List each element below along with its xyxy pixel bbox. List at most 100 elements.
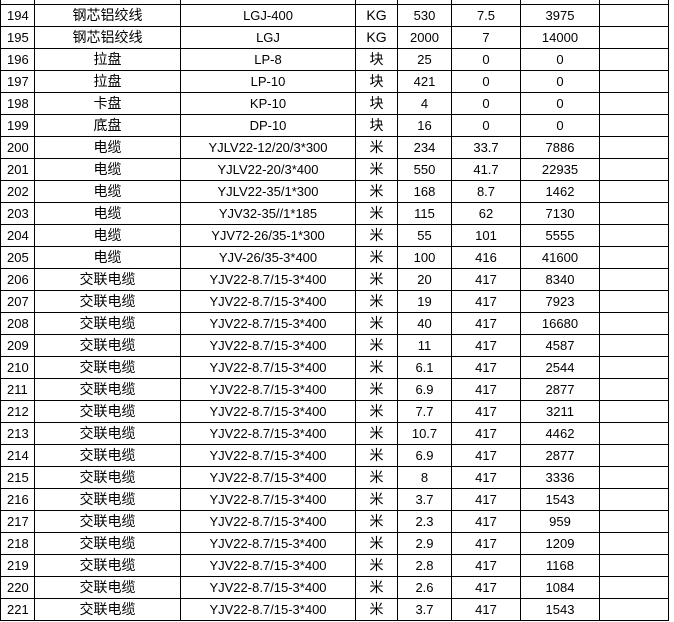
cell-qty[interactable]: 2.9 [397,532,452,555]
cell-amount[interactable]: 5555 [520,224,600,247]
cell-no[interactable]: 197 [0,70,35,93]
cell-amount[interactable]: 7886 [520,136,600,159]
cell-qty[interactable]: 19 [397,290,452,313]
cell-unit[interactable]: 米 [355,510,398,533]
cell-name[interactable]: 交联电缆 [34,268,181,291]
cell-price[interactable]: 101 [451,224,521,247]
cell-spec[interactable]: YJV22-8.7/15-3*400 [180,532,356,555]
cell-unit[interactable]: 米 [355,422,398,445]
cell-amount[interactable]: 1543 [520,598,600,621]
cell-unit[interactable]: 米 [355,598,398,621]
cell-no[interactable]: 214 [0,444,35,467]
cell-name[interactable]: 交联电缆 [34,422,181,445]
cell-price[interactable]: 0 [451,114,521,137]
cell-price[interactable]: 417 [451,312,521,335]
cell-amount[interactable]: 1543 [520,488,600,511]
cell-price[interactable]: 8.7 [451,180,521,203]
cell-no[interactable]: 219 [0,554,35,577]
cell-price[interactable]: 417 [451,356,521,379]
cell-spec[interactable]: YJV22-8.7/15-3*400 [180,378,356,401]
cell-price[interactable]: 417 [451,290,521,313]
cell-qty[interactable]: 16 [397,114,452,137]
cell-amount[interactable]: 14000 [520,26,600,49]
cell-no[interactable]: 209 [0,334,35,357]
cell-price[interactable]: 7 [451,26,521,49]
cell-price[interactable]: 417 [451,576,521,599]
cell-no[interactable]: 203 [0,202,35,225]
cell-unit[interactable]: 米 [355,224,398,247]
cell-no[interactable]: 217 [0,510,35,533]
cell-qty[interactable]: 234 [397,136,452,159]
cell-qty[interactable]: 25 [397,48,452,71]
cell-name[interactable]: 交联电缆 [34,488,181,511]
cell-unit[interactable]: 块 [355,114,398,137]
cell-unit[interactable]: 米 [355,356,398,379]
cell-empty[interactable] [599,268,669,291]
cell-unit[interactable]: 米 [355,290,398,313]
cell-spec[interactable]: LGJ-400 [180,4,356,27]
cell-spec[interactable]: YJV-26/35-3*400 [180,246,356,269]
cell-amount[interactable]: 0 [520,70,600,93]
cell-spec[interactable]: YJLV22-35/1*300 [180,180,356,203]
cell-name[interactable]: 交联电缆 [34,532,181,555]
cell-no[interactable]: 202 [0,180,35,203]
cell-unit[interactable]: 米 [355,268,398,291]
cell-unit[interactable]: 米 [355,136,398,159]
cell-no[interactable]: 216 [0,488,35,511]
cell-no[interactable]: 195 [0,26,35,49]
cell-spec[interactable]: LGJ [180,26,356,49]
cell-amount[interactable]: 3975 [520,4,600,27]
cell-unit[interactable]: 米 [355,334,398,357]
cell-no[interactable]: 205 [0,246,35,269]
cell-qty[interactable]: 530 [397,4,452,27]
cell-spec[interactable]: YJV22-8.7/15-3*400 [180,488,356,511]
cell-spec[interactable]: YJV22-8.7/15-3*400 [180,422,356,445]
cell-price[interactable]: 33.7 [451,136,521,159]
cell-unit[interactable]: 米 [355,158,398,181]
cell-name[interactable]: 拉盘 [34,70,181,93]
cell-name[interactable]: 交联电缆 [34,334,181,357]
cell-qty[interactable]: 55 [397,224,452,247]
cell-empty[interactable] [599,510,669,533]
cell-amount[interactable]: 0 [520,92,600,115]
cell-name[interactable]: 电缆 [34,224,181,247]
cell-price[interactable]: 417 [451,598,521,621]
cell-no[interactable]: 211 [0,378,35,401]
cell-amount[interactable]: 4587 [520,334,600,357]
cell-unit[interactable]: 米 [355,488,398,511]
cell-empty[interactable] [599,466,669,489]
cell-qty[interactable]: 100 [397,246,452,269]
cell-empty[interactable] [599,158,669,181]
cell-empty[interactable] [599,334,669,357]
cell-qty[interactable]: 6.9 [397,444,452,467]
cell-price[interactable]: 0 [451,48,521,71]
cell-amount[interactable]: 2877 [520,378,600,401]
cell-qty[interactable]: 550 [397,158,452,181]
cell-unit[interactable]: 米 [355,444,398,467]
cell-qty[interactable]: 2.3 [397,510,452,533]
cell-empty[interactable] [599,598,669,621]
cell-name[interactable]: 底盘 [34,114,181,137]
cell-price[interactable]: 417 [451,510,521,533]
cell-name[interactable]: 交联电缆 [34,356,181,379]
cell-no[interactable]: 210 [0,356,35,379]
cell-amount[interactable]: 2544 [520,356,600,379]
cell-amount[interactable]: 7130 [520,202,600,225]
cell-qty[interactable]: 6.1 [397,356,452,379]
cell-amount[interactable]: 7923 [520,290,600,313]
cell-spec[interactable]: YJV22-8.7/15-3*400 [180,334,356,357]
cell-unit[interactable]: 米 [355,312,398,335]
cell-spec[interactable]: YJLV22-20/3*400 [180,158,356,181]
cell-unit[interactable]: 米 [355,466,398,489]
cell-no[interactable]: 221 [0,598,35,621]
cell-empty[interactable] [599,532,669,555]
cell-price[interactable]: 417 [451,334,521,357]
cell-empty[interactable] [599,180,669,203]
cell-qty[interactable]: 2.6 [397,576,452,599]
cell-empty[interactable] [599,70,669,93]
cell-spec[interactable]: YJV32-35//1*185 [180,202,356,225]
cell-name[interactable]: 交联电缆 [34,466,181,489]
cell-qty[interactable]: 115 [397,202,452,225]
cell-spec[interactable]: YJV22-8.7/15-3*400 [180,356,356,379]
cell-unit[interactable]: 米 [355,180,398,203]
